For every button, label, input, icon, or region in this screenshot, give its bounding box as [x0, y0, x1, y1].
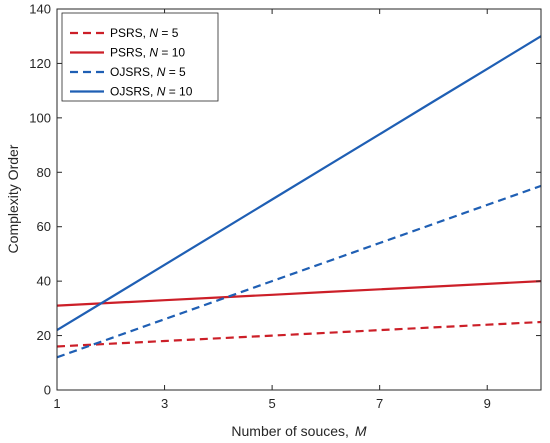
y-tick-label: 120: [29, 56, 51, 71]
y-tick-label: 0: [44, 383, 51, 398]
y-tick-label: 100: [29, 110, 51, 125]
series-line-1: [56, 320, 542, 348]
series-line-2: [56, 280, 542, 307]
legend-param: N: [149, 46, 158, 60]
x-axis-label-text: Number of souces,: [231, 423, 349, 439]
legend-series-name: PSRS,: [110, 46, 149, 60]
legend-param: N: [149, 26, 158, 40]
y-tick-label: 20: [37, 328, 51, 343]
legend-label-1: PSRS, N = 5: [110, 26, 179, 40]
x-tick-label: 7: [376, 396, 383, 411]
plot-frame: [56, 8, 542, 391]
series-line-3: [56, 184, 542, 359]
y-tick-label: 80: [37, 165, 51, 180]
series-layer: [56, 35, 542, 359]
legend-param-value: = 10: [165, 85, 192, 99]
y-tick-label: 140: [29, 2, 51, 17]
legend-series-name: OJSRS,: [110, 65, 157, 79]
legend-label-3: OJSRS, N = 5: [110, 65, 186, 79]
legend-box: [61, 12, 219, 102]
x-axis-label-variable: M: [355, 423, 367, 439]
x-axis-label: Number of souces, M: [231, 423, 367, 439]
x-tick-label: 9: [484, 396, 491, 411]
legend-param-value: = 10: [158, 46, 185, 60]
y-tick-label: 60: [37, 219, 51, 234]
ticks-layer: 1 3 5 7 9 0 20 40 60 80 100 120 140: [29, 2, 541, 411]
legend-param-value: = 5: [165, 65, 186, 79]
series-line-4: [56, 35, 542, 332]
y-tick-label: 40: [37, 274, 51, 289]
legend-param-value: = 5: [158, 26, 179, 40]
legend-param: N: [157, 65, 166, 79]
legend-series-name: OJSRS,: [110, 85, 157, 99]
x-tick-label: 5: [268, 396, 275, 411]
x-tick-label: 1: [53, 396, 60, 411]
x-tick-label: 3: [161, 396, 168, 411]
legend-label-2: PSRS, N = 10: [110, 46, 185, 60]
legend-series-name: PSRS,: [110, 26, 149, 40]
legend-label-4: OJSRS, N = 10: [110, 85, 193, 99]
y-axis-label: Complexity Order: [5, 144, 21, 253]
legend-param: N: [157, 85, 166, 99]
